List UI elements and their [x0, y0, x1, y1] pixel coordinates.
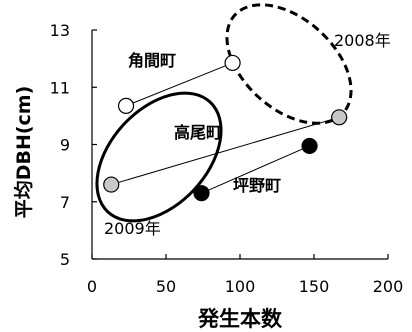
data-point	[103, 176, 120, 193]
label-tsubono: 坪野町	[233, 176, 281, 195]
y-tick-label: 7	[60, 193, 70, 212]
x-ticks: 0 50 100 150 200	[87, 254, 403, 296]
ellipse-2009	[95, 91, 223, 223]
data-point	[224, 54, 241, 72]
data-point	[301, 137, 318, 155]
y-tick-label: 11	[50, 78, 70, 97]
y-tick-label: 13	[50, 21, 70, 40]
series-connector	[201, 145, 310, 194]
y-ticks: 5 7 9 11 13	[50, 21, 97, 269]
x-tick-label: 50	[156, 277, 176, 296]
x-axis-label: 発生本数	[197, 307, 283, 331]
data-point	[193, 185, 210, 202]
y-axis-label: 平均DBH(cm)	[12, 86, 35, 219]
label-2009: 2009年	[104, 219, 161, 238]
label-takao: 高尾町	[174, 123, 222, 142]
series-connector	[111, 116, 340, 186]
y-tick-label: 9	[60, 136, 70, 155]
plot-area: 5 7 9 11 13 0 50 100 150 200	[50, 21, 404, 296]
y-tick-label: 5	[60, 250, 70, 269]
data-point	[117, 97, 135, 114]
ellipse-2008	[225, 3, 353, 125]
series-connector	[125, 62, 233, 107]
x-tick-label: 150	[299, 277, 330, 296]
x-tick-label: 200	[373, 277, 404, 296]
label-kakuma: 角間町	[128, 51, 176, 70]
series-layer	[103, 54, 348, 202]
label-2008: 2008年	[334, 31, 391, 50]
x-tick-label: 100	[225, 277, 256, 296]
data-point	[331, 109, 348, 126]
x-tick-label: 0	[87, 277, 97, 296]
